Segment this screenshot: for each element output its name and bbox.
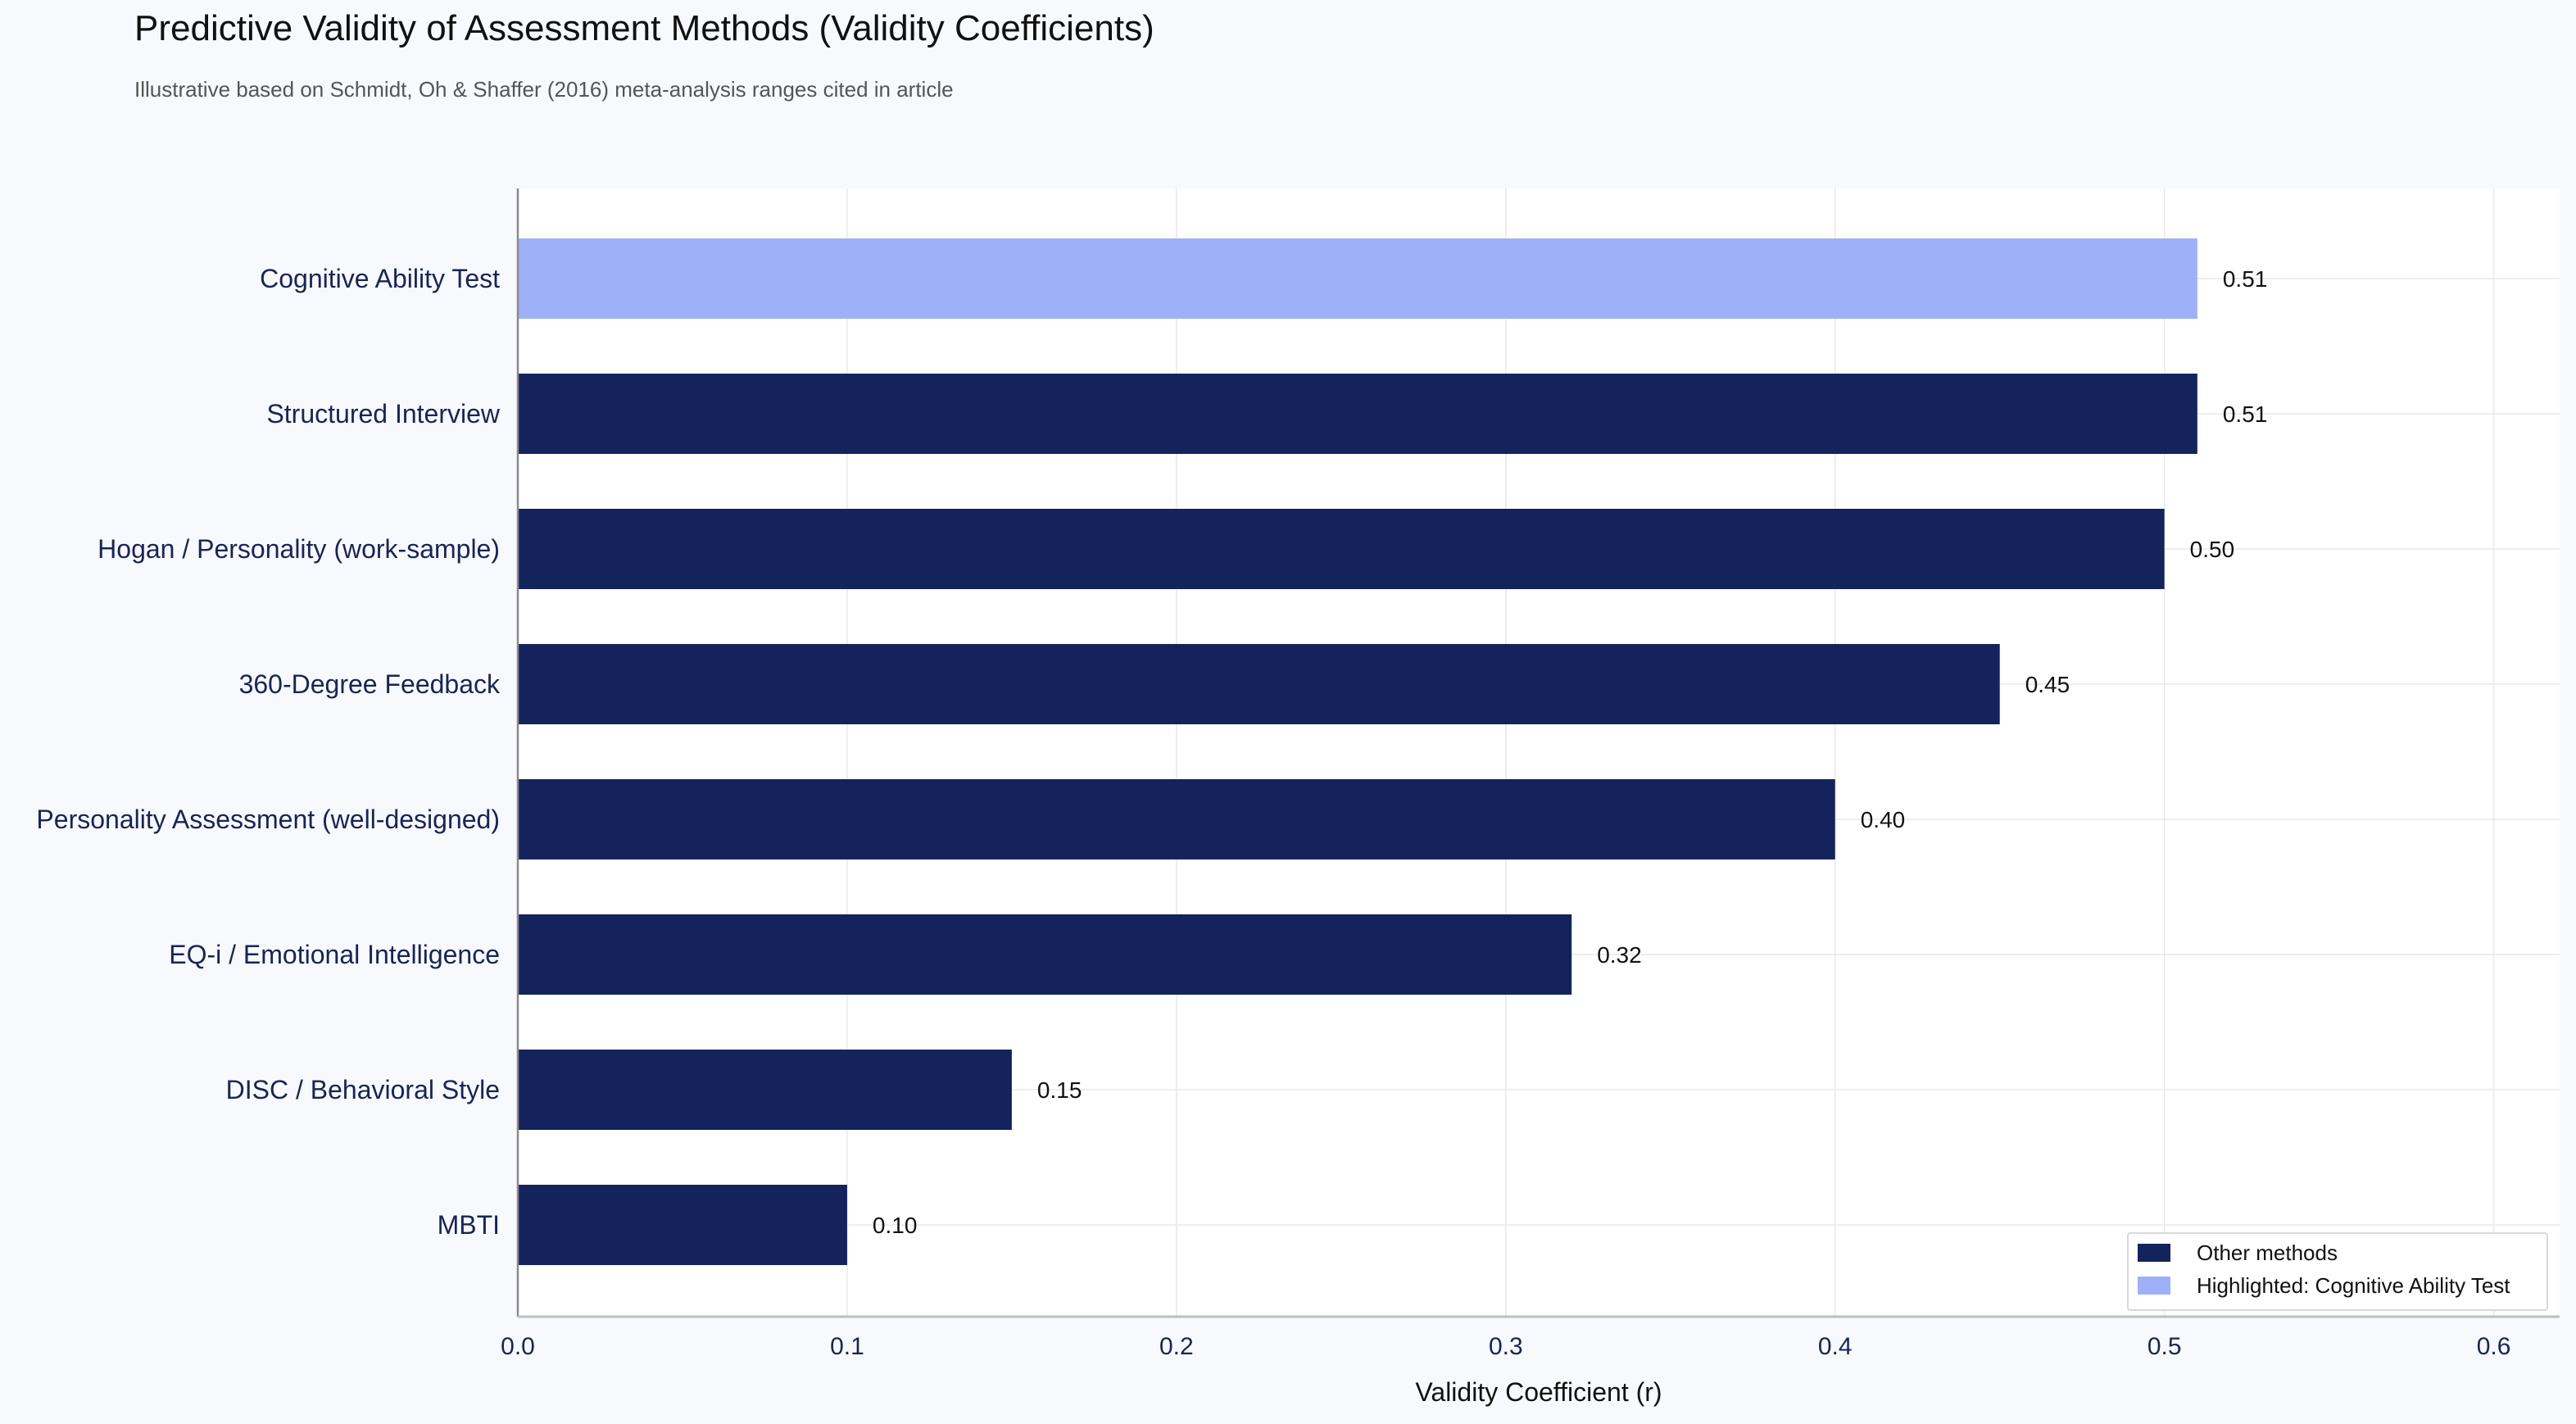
category-label: Hogan / Personality (work-sample)	[98, 534, 500, 564]
category-label: Cognitive Ability Test	[260, 264, 500, 293]
value-label: 0.40	[1861, 807, 1906, 832]
legend: Other methods Highlighted: Cognitive Abil…	[2127, 1232, 2548, 1311]
bar	[518, 914, 1572, 995]
category-label: Structured Interview	[266, 399, 500, 429]
value-labels: 0.51 0.51 0.50 0.45 0.40 0.32 0.15 0.10	[873, 266, 2267, 1238]
bar	[518, 1050, 1012, 1130]
legend-swatch	[2138, 1277, 2170, 1295]
axes	[516, 188, 2560, 1318]
legend-label: Other methods	[2197, 1240, 2338, 1265]
bars	[518, 238, 2197, 1265]
legend-box	[2127, 1232, 2548, 1311]
x-tick-label: 0.1	[830, 1333, 864, 1360]
x-tick-label: 0.4	[1818, 1333, 1853, 1360]
x-tick-label: 0.6	[2477, 1333, 2511, 1360]
legend-swatch	[2138, 1244, 2170, 1262]
value-label: 0.15	[1037, 1077, 1082, 1103]
category-labels: Cognitive Ability Test Structured Intervi…	[36, 264, 501, 1240]
category-label: EQ-i / Emotional Intelligence	[169, 940, 500, 969]
category-label: 360-Degree Feedback	[239, 669, 501, 699]
bar	[518, 509, 2165, 589]
plot-area	[518, 188, 2560, 1317]
x-tick-label: 0.2	[1159, 1333, 1194, 1360]
legend-label: Highlighted: Cognitive Ability Test	[2197, 1273, 2510, 1298]
chart-subtitle: Illustrative based on Schmidt, Oh & Shaf…	[134, 77, 954, 102]
category-label: Personality Assessment (well-designed)	[36, 805, 500, 834]
category-label: MBTI	[438, 1210, 500, 1240]
bar	[518, 644, 2000, 724]
bar	[518, 238, 2197, 319]
x-tick-label: 0.5	[2147, 1333, 2182, 1360]
x-tick-label: 0.0	[501, 1333, 535, 1360]
value-label: 0.51	[2223, 401, 2268, 427]
bar	[518, 779, 1835, 859]
value-label: 0.10	[873, 1213, 918, 1238]
value-label: 0.32	[1597, 942, 1642, 968]
value-label: 0.51	[2223, 266, 2268, 292]
bar	[518, 1185, 847, 1265]
chart-title: Predictive Validity of Assessment Method…	[134, 8, 1154, 48]
x-axis-title: Validity Coefficient (r)	[1415, 1377, 1662, 1407]
value-label: 0.50	[2190, 537, 2235, 562]
value-label: 0.45	[2025, 672, 2070, 697]
x-tick-label: 0.3	[1489, 1333, 1523, 1360]
bar	[518, 374, 2197, 454]
x-tick-labels: 0.0 0.1 0.2 0.3 0.4 0.5 0.6	[501, 1333, 2510, 1360]
category-label: DISC / Behavioral Style	[226, 1075, 500, 1104]
